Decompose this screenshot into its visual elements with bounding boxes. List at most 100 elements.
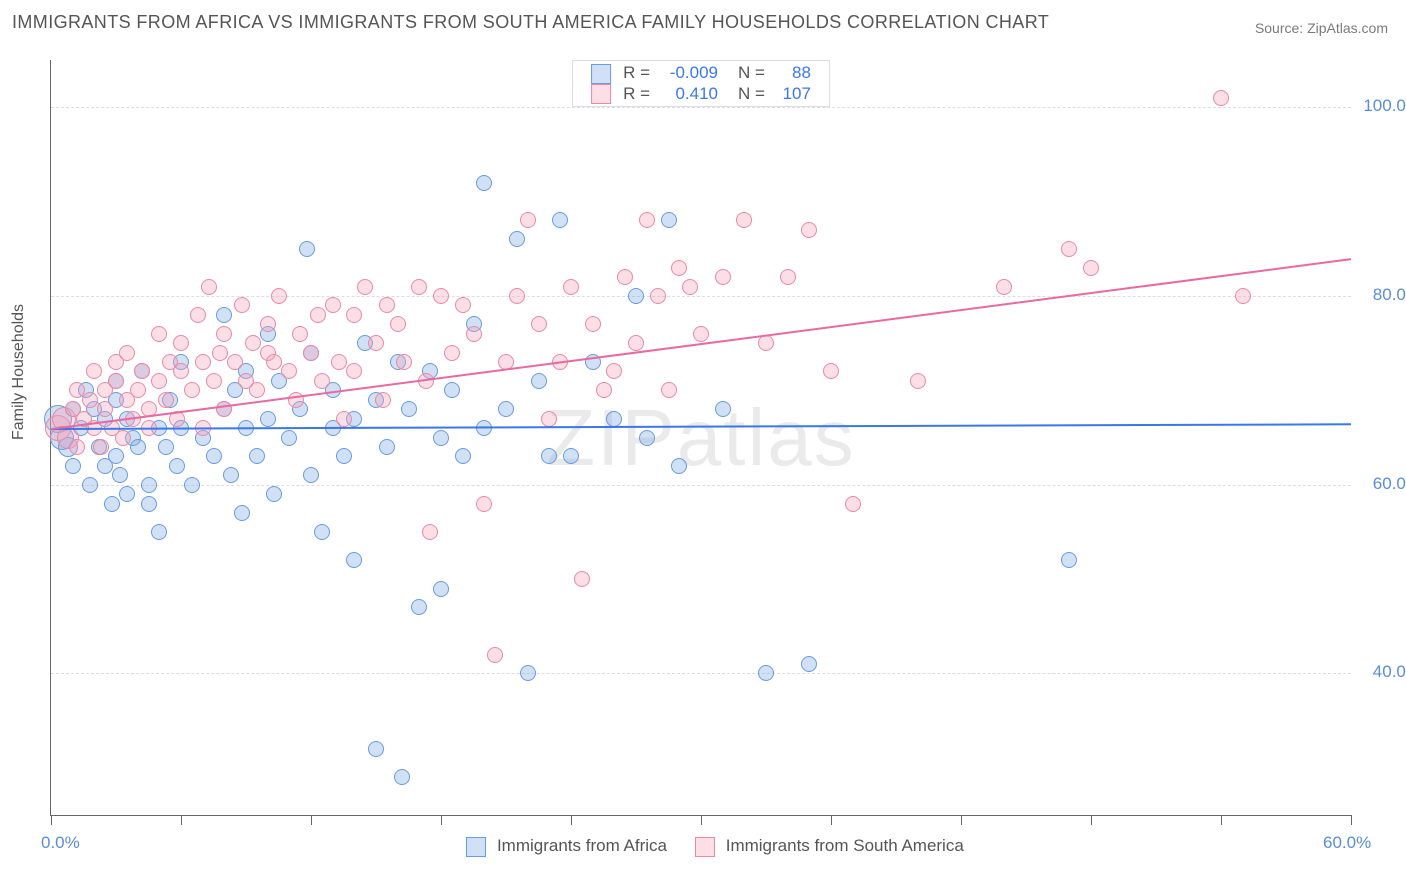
data-point-africa bbox=[184, 477, 200, 493]
legend-swatch bbox=[591, 84, 611, 104]
data-point-sa bbox=[823, 363, 839, 379]
data-point-africa bbox=[206, 448, 222, 464]
data-point-africa bbox=[433, 581, 449, 597]
data-point-africa bbox=[379, 439, 395, 455]
legend-swatch bbox=[695, 837, 715, 857]
data-point-africa bbox=[531, 373, 547, 389]
x-tick bbox=[311, 815, 312, 825]
data-point-africa bbox=[299, 241, 315, 257]
scatter-plot-area: ZIPatlas R =-0.009N =88R =0.410N =107 Im… bbox=[50, 60, 1351, 816]
data-point-africa bbox=[433, 430, 449, 446]
series-legend: Immigrants from Africa Immigrants from S… bbox=[51, 836, 1351, 857]
data-point-sa bbox=[639, 212, 655, 228]
y-tick-label: 80.0% bbox=[1373, 285, 1406, 305]
data-point-sa bbox=[190, 307, 206, 323]
data-point-africa bbox=[563, 448, 579, 464]
x-tick bbox=[701, 815, 702, 825]
data-point-sa bbox=[115, 430, 131, 446]
data-point-sa bbox=[234, 297, 250, 313]
data-point-sa bbox=[195, 354, 211, 370]
y-axis-label: Family Households bbox=[10, 304, 28, 440]
legend-swatch bbox=[466, 837, 486, 857]
data-point-africa bbox=[216, 307, 232, 323]
data-point-africa bbox=[509, 231, 525, 247]
data-point-sa bbox=[520, 212, 536, 228]
data-point-sa bbox=[780, 269, 796, 285]
legend-series-label: Immigrants from Africa bbox=[497, 836, 667, 855]
data-point-sa bbox=[563, 279, 579, 295]
data-point-sa bbox=[682, 279, 698, 295]
x-tick bbox=[1091, 815, 1092, 825]
x-tick bbox=[51, 815, 52, 825]
legend-n-label: N = bbox=[724, 84, 771, 105]
data-point-sa bbox=[260, 316, 276, 332]
data-point-sa bbox=[310, 307, 326, 323]
data-point-sa bbox=[375, 392, 391, 408]
data-point-africa bbox=[628, 288, 644, 304]
data-point-sa bbox=[206, 373, 222, 389]
data-point-sa bbox=[82, 392, 98, 408]
x-tick-label: 60.0% bbox=[1323, 833, 1371, 853]
chart-title: IMMIGRANTS FROM AFRICA VS IMMIGRANTS FRO… bbox=[12, 12, 1049, 33]
legend-n-label: N = bbox=[724, 63, 771, 84]
data-point-sa bbox=[455, 297, 471, 313]
data-point-sa bbox=[1061, 241, 1077, 257]
data-point-africa bbox=[151, 524, 167, 540]
data-point-sa bbox=[336, 411, 352, 427]
data-point-sa bbox=[411, 279, 427, 295]
watermark: ZIPatlas bbox=[546, 392, 855, 484]
data-point-africa bbox=[346, 552, 362, 568]
data-point-sa bbox=[216, 326, 232, 342]
y-tick-label: 100.0% bbox=[1363, 96, 1406, 116]
data-point-africa bbox=[455, 448, 471, 464]
data-point-sa bbox=[69, 439, 85, 455]
data-point-africa bbox=[661, 212, 677, 228]
y-tick-label: 60.0% bbox=[1373, 474, 1406, 494]
data-point-africa bbox=[715, 401, 731, 417]
data-point-sa bbox=[346, 363, 362, 379]
data-point-sa bbox=[541, 411, 557, 427]
correlation-legend: R =-0.009N =88R =0.410N =107 bbox=[572, 60, 830, 107]
source-attribution: Source: ZipAtlas.com bbox=[1255, 20, 1388, 36]
data-point-sa bbox=[119, 345, 135, 361]
x-tick bbox=[181, 815, 182, 825]
data-point-sa bbox=[996, 279, 1012, 295]
data-point-sa bbox=[303, 345, 319, 361]
data-point-sa bbox=[93, 439, 109, 455]
gridline bbox=[51, 107, 1351, 108]
legend-r-value: 0.410 bbox=[656, 84, 724, 105]
data-point-africa bbox=[141, 477, 157, 493]
gridline bbox=[51, 296, 1351, 297]
data-point-africa bbox=[303, 467, 319, 483]
data-point-africa bbox=[130, 439, 146, 455]
data-point-sa bbox=[331, 354, 347, 370]
data-point-sa bbox=[1235, 288, 1251, 304]
data-point-sa bbox=[130, 382, 146, 398]
data-point-africa bbox=[158, 439, 174, 455]
data-point-sa bbox=[325, 297, 341, 313]
data-point-sa bbox=[212, 345, 228, 361]
data-point-sa bbox=[585, 316, 601, 332]
data-point-sa bbox=[184, 382, 200, 398]
data-point-sa bbox=[396, 354, 412, 370]
data-point-sa bbox=[173, 335, 189, 351]
data-point-africa bbox=[541, 448, 557, 464]
data-point-sa bbox=[715, 269, 731, 285]
x-tick bbox=[1351, 815, 1352, 825]
data-point-sa bbox=[158, 392, 174, 408]
legend-r-value: -0.009 bbox=[656, 63, 724, 84]
data-point-sa bbox=[487, 647, 503, 663]
data-point-sa bbox=[108, 373, 124, 389]
data-point-sa bbox=[368, 335, 384, 351]
data-point-sa bbox=[134, 363, 150, 379]
data-point-sa bbox=[281, 363, 297, 379]
data-point-sa bbox=[661, 382, 677, 398]
data-point-sa bbox=[466, 326, 482, 342]
legend-swatch bbox=[591, 64, 611, 84]
data-point-africa bbox=[141, 496, 157, 512]
data-point-sa bbox=[509, 288, 525, 304]
data-point-sa bbox=[390, 316, 406, 332]
data-point-sa bbox=[271, 288, 287, 304]
data-point-sa bbox=[249, 382, 265, 398]
data-point-africa bbox=[65, 458, 81, 474]
